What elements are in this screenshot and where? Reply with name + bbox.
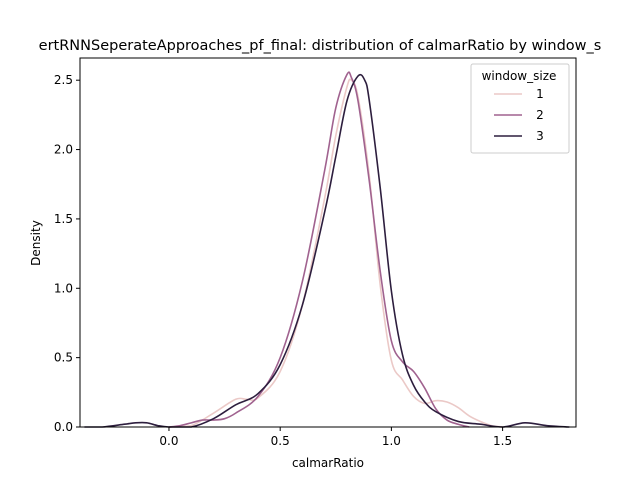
x-tick-label: 1.5 [493, 434, 512, 448]
legend-items: 1 2 3 [494, 87, 544, 143]
y-axis-label: Density [29, 220, 43, 266]
x-tick-label: 0.5 [271, 434, 290, 448]
y-tick-label: 2.0 [54, 143, 73, 157]
y-tick-label: 1.0 [54, 281, 73, 295]
plot-frame [79, 57, 577, 428]
series-layer [84, 71, 570, 428]
y-axis: 0.0 0.5 1.0 1.5 2.0 2.5 [54, 73, 80, 434]
series-line-1 [168, 78, 503, 428]
legend-label-2: 2 [536, 108, 544, 122]
chart-title: ertRNNSeperateApproaches_pf_final: distr… [39, 38, 602, 54]
legend-label-3: 3 [536, 129, 544, 143]
legend: window_size 1 2 3 [470, 63, 570, 154]
y-tick-label: 0.5 [54, 351, 73, 365]
x-tick-label: 0.0 [159, 434, 178, 448]
series-line-2 [168, 71, 470, 428]
plot-area [79, 57, 577, 428]
legend-label-1: 1 [536, 87, 544, 101]
legend-box [470, 63, 570, 154]
x-tick-label: 1.0 [382, 434, 401, 448]
x-axis-label: calmarRatio [292, 456, 364, 470]
x-axis: 0.0 0.5 1.0 1.5 [159, 427, 512, 448]
legend-title: window_size [482, 69, 557, 83]
series-line-3 [84, 73, 570, 428]
y-tick-label: 2.5 [54, 73, 73, 87]
y-tick-label: 0.0 [54, 420, 73, 434]
y-tick-label: 1.5 [54, 212, 73, 226]
